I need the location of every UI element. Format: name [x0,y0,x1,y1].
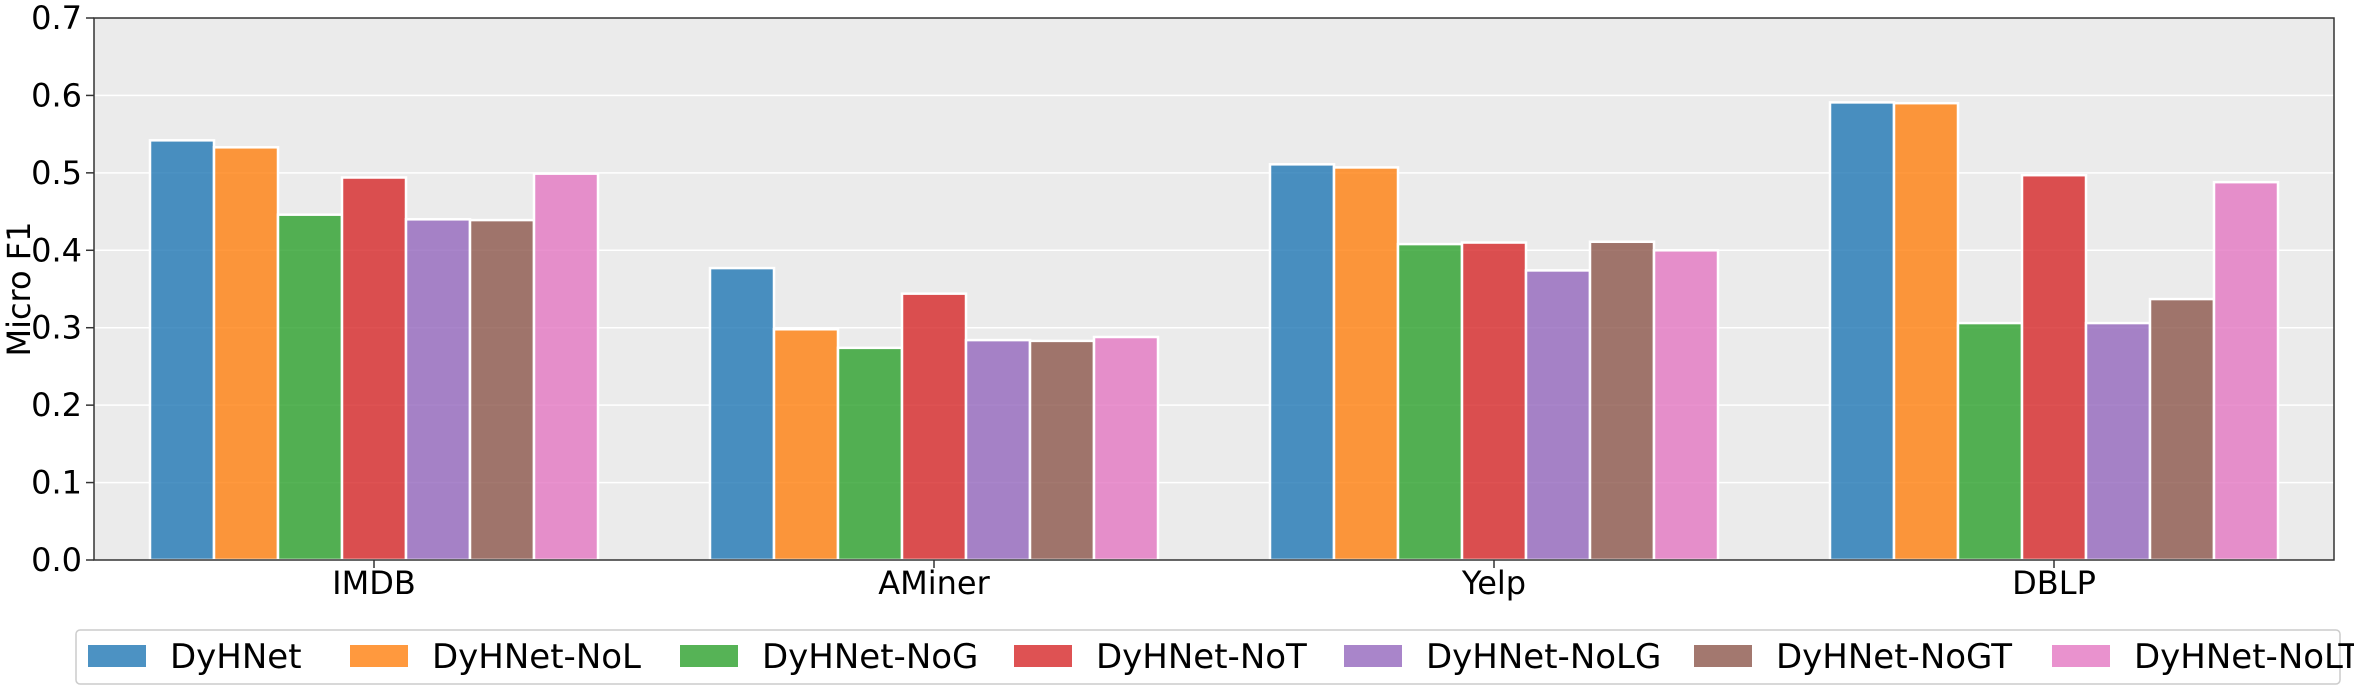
legend-label: DyHNet-NoT [1096,637,1307,677]
legend-swatch [2052,645,2110,667]
x-tick-label: DBLP [2012,564,2096,602]
bar-dyhnet-nolg-aminer [964,338,1032,562]
legend-label: DyHNet-NoLT [2134,637,2354,677]
legend-swatch [350,645,408,667]
bar-dyhnet-nolt-aminer [1092,335,1160,562]
legend-swatch [680,645,738,667]
legend-swatch [1694,645,1752,667]
legend-swatch [1344,645,1402,667]
plot-frame [93,17,2335,561]
legend-label: DyHNet-NoG [762,637,978,677]
legend-label: DyHNet [170,637,302,677]
bar-dyhnet-nogt-imdb [468,218,536,562]
bar-dyhnet-nolt-yelp [1652,249,1720,562]
y-tick-label: 0.5 [31,154,82,192]
bar-dyhnet-not-aminer [900,292,968,562]
bar-dyhnet-yelp [1268,163,1336,562]
bar-dyhnet-nogt-aminer [1028,339,1096,562]
bar-dyhnet-nogt-yelp [1588,240,1656,562]
y-tick-label: 0.0 [31,541,82,579]
bar-dyhnet-nol-imdb [212,146,280,562]
x-axis-ticks: IMDB AMiner Yelp DBLP [332,560,2096,602]
bar-dyhnet-nog-yelp [1396,242,1464,562]
legend-label: DyHNet-NoLG [1426,637,1661,677]
bar-dyhnet-not-dblp [2020,173,2088,562]
bar-dyhnet-nolg-yelp [1524,269,1592,562]
y-axis-ticks: 0.0 0.1 0.2 0.3 0.4 0.5 0.6 0.7 [31,0,94,579]
bar-dyhnet-nolt-imdb [532,172,600,562]
legend-box [75,629,2341,685]
bar-dyhnet-nol-dblp [1892,101,1960,562]
legend: DyHNet DyHNet-NoL DyHNet-NoG DyHNet-NoT DyHN… [88,637,2354,677]
x-tick-label: AMiner [878,564,990,602]
x-tick-label: Yelp [1461,564,1526,602]
bar-dyhnet-nog-dblp [1956,321,2024,562]
legend-label: DyHNet-NoGT [1776,637,2012,677]
bar-dyhnet-nogt-dblp [2148,297,2216,562]
x-tick-label: IMDB [332,564,416,602]
bar-dyhnet-nolg-dblp [2084,321,2152,562]
y-tick-label: 0.3 [31,309,82,347]
y-tick-label: 0.4 [31,231,82,269]
y-tick-label: 0.2 [31,386,82,424]
bars [148,101,2280,562]
bar-dyhnet-nog-aminer [836,346,904,562]
bar-dyhnet-nolg-imdb [404,218,472,562]
legend-swatch [88,645,146,667]
y-axis-title: Micro F1 [0,221,38,356]
bar-dyhnet-aminer [708,266,776,562]
bar-dyhnet-dblp [1828,101,1896,562]
y-tick-label: 0.1 [31,464,82,502]
bar-dyhnet-nolt-dblp [2212,180,2280,562]
bar-dyhnet-not-yelp [1460,241,1528,562]
bar-dyhnet-nol-aminer [772,328,840,562]
bar-dyhnet-nol-yelp [1332,166,1400,562]
bar-dyhnet-imdb [148,139,216,562]
legend-swatch [1014,645,1072,667]
y-tick-label: 0.7 [31,0,82,37]
y-tick-label: 0.6 [31,76,82,114]
bar-dyhnet-nog-imdb [276,213,344,562]
bar-dyhnet-not-imdb [340,176,408,562]
legend-label: DyHNet-NoL [432,637,641,677]
